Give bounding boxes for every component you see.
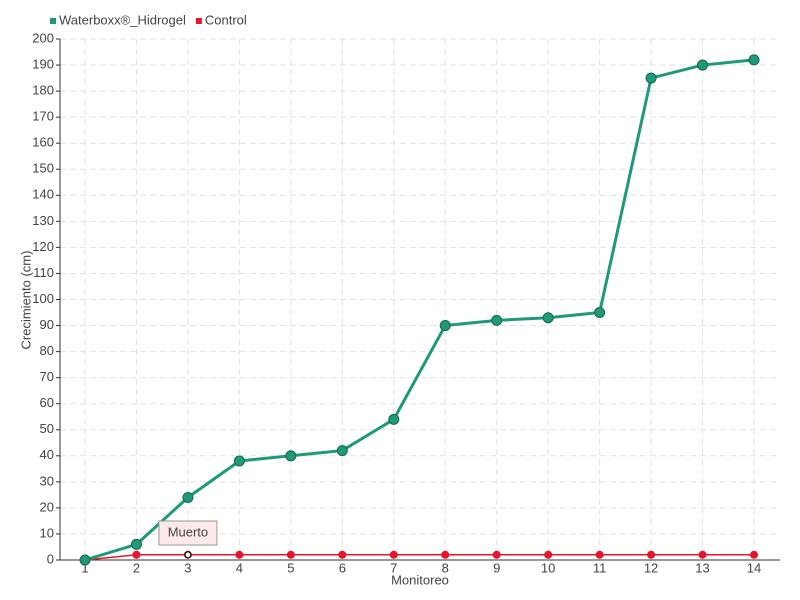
y-tick-label: 50 [40,421,54,436]
y-tick-label: 120 [32,239,54,254]
data-point [233,455,245,467]
x-tick-label: 11 [593,560,607,575]
data-point [235,550,244,559]
x-tick-label: 13 [695,560,709,575]
legend-swatch [50,18,56,24]
data-point [491,314,503,326]
data-point [544,550,553,559]
data-point [750,550,758,559]
y-tick-label: 0 [47,551,54,566]
y-tick-label: 60 [40,395,54,410]
series-line [84,58,755,562]
data-point [182,491,194,503]
data-point [285,450,297,462]
data-point [594,307,606,319]
data-point [132,550,141,559]
data-point [388,413,400,425]
data-point [748,54,760,66]
data-point [697,59,709,71]
legend-swatch [195,18,202,24]
data-point [492,550,501,559]
data-point [645,72,657,84]
y-tick-label: 190 [32,56,54,71]
y-tick-label: 100 [32,291,54,306]
x-tick-label: 10 [541,560,555,575]
x-tick-label: 5 [287,560,294,575]
legend-label: Control [205,12,247,27]
data-point [286,550,295,559]
y-tick-label: 170 [32,109,54,124]
data-point [647,550,656,559]
highlight-point [184,551,192,559]
y-tick-label: 30 [40,473,54,488]
y-tick-label: 40 [40,447,54,462]
legend-label: Waterboxx®_Hidrogel [59,12,186,27]
data-point [79,554,91,566]
x-tick-label: 7 [390,560,397,575]
y-tick-label: 80 [40,343,54,358]
y-tick-label: 130 [32,213,54,228]
x-tick-label: 14 [747,560,761,575]
y-axis-title: Crecimiento (cm) [18,251,33,350]
x-tick-label: 1 [81,560,88,575]
data-point [336,445,348,457]
data-point [389,550,398,559]
y-tick-label: 110 [33,265,54,280]
data-point [441,550,450,559]
annotation-box [158,520,218,546]
x-tick-label: 12 [644,560,658,575]
y-tick-label: 70 [40,369,54,384]
y-tick-label: 180 [32,83,54,98]
data-point [130,538,142,550]
y-tick-label: 20 [40,499,54,514]
x-tick-label: 9 [493,560,500,575]
data-point [338,550,347,559]
data-point [439,320,451,332]
y-tick-label: 150 [32,161,54,176]
y-tick-label: 90 [40,317,54,332]
series-line [84,554,754,561]
y-tick-label: 140 [32,187,54,202]
x-tick-label: 2 [133,560,140,575]
x-tick-label: 4 [236,560,243,575]
y-tick-label: 160 [32,135,54,150]
y-tick-label: 10 [40,525,54,540]
x-tick-label: 3 [184,560,191,575]
data-point [698,550,707,559]
x-tick-label: 8 [442,560,449,575]
annotation: Muerto [168,524,208,539]
x-tick-label: 6 [339,560,346,575]
x-axis-title: Monitoreo [391,572,449,587]
data-point [595,550,604,559]
data-point [542,312,554,324]
y-tick-label: 200 [32,30,54,45]
